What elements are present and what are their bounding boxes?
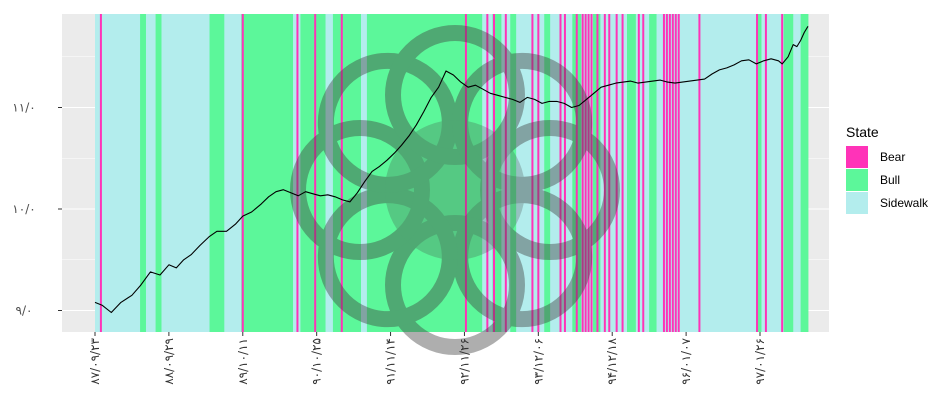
state-region-bull	[366, 14, 483, 332]
watermark-ring	[317, 187, 458, 328]
state-region-bear	[575, 14, 578, 332]
legend-label-bull: Bull	[880, 173, 900, 187]
x-tick-label: ۹۰/۱۰/۲۵	[310, 338, 324, 385]
state-region-bear	[781, 14, 784, 332]
x-tick-label: ۹۳/۱۲/۰۶	[531, 338, 545, 385]
state-region-bear	[764, 14, 767, 332]
watermark-ring	[452, 187, 593, 328]
state-region-bear	[340, 14, 343, 332]
state-region-sidewalk	[161, 14, 210, 332]
state-region-bear	[677, 14, 680, 332]
state-region-bull	[510, 14, 517, 332]
state-region-sidewalk	[761, 14, 785, 332]
state-region-sidewalk	[793, 14, 802, 332]
x-tick-label: ۸۷/۰۹/۲۳	[88, 337, 102, 384]
price-series-line	[94, 26, 809, 314]
state-region-bear	[642, 14, 645, 332]
x-tick-label: ۹۲/۱۱/۲۶	[457, 338, 471, 385]
state-region-bull	[627, 14, 637, 332]
state-region-sidewalk	[656, 14, 757, 332]
legend-title: State	[846, 124, 879, 140]
watermark-ring	[385, 25, 525, 165]
watermark-center	[385, 120, 525, 260]
state-region-bear	[621, 14, 624, 332]
state-region-sidewalk	[95, 14, 141, 332]
state-region-bear	[537, 14, 540, 332]
state-region-bear	[563, 14, 566, 332]
state-region-bear	[671, 14, 674, 332]
state-region-bear	[596, 14, 599, 332]
state-region-sidewalk	[325, 14, 334, 332]
x-tick-label: ۸۹/۱۰/۱۱	[236, 338, 250, 385]
state-region-sidewalk	[581, 14, 594, 332]
x-axis: ۸۷/۰۹/۲۳ ۸۸/۰۹/۲۹ ۸۹/۱۰/۱۱ ۹۰/۱۰/۲۵ ۹۱/۱۱/۱۴…	[88, 332, 767, 385]
legend-label-sidewalk: Sidewalk	[880, 196, 929, 210]
x-tick-label: ۹۴/۱۲/۱۸	[605, 337, 619, 384]
state-region-bear	[590, 14, 593, 332]
y-tick-label: ۱۱/۰	[12, 101, 35, 115]
watermark-ring	[317, 52, 458, 193]
bear-marks	[99, 14, 784, 332]
state-region-sidewalk	[224, 14, 242, 332]
state-region-bull	[800, 14, 809, 332]
legend-swatch-sidewalk	[846, 192, 868, 214]
x-tick-label: ۹۶/۰۱/۰۷	[679, 337, 693, 384]
state-region-bear	[668, 14, 671, 332]
watermark-ring	[452, 52, 593, 193]
watermark-logo	[290, 25, 620, 355]
watermark-ring	[290, 120, 430, 260]
state-region-bear	[559, 14, 562, 332]
state-region-bull	[140, 14, 147, 332]
state-region-bull	[756, 14, 762, 332]
state-region-bear	[756, 14, 759, 332]
state-region-bear	[665, 14, 668, 332]
state-region-bear	[99, 14, 102, 332]
watermark-ring	[385, 215, 525, 355]
state-region-bear	[637, 14, 640, 332]
state-region-bear	[608, 14, 611, 332]
state-region-bear	[674, 14, 677, 332]
y-tick-label: ۱۰/۰	[12, 202, 35, 216]
state-region-bull	[492, 14, 502, 332]
x-tick-label: ۹۷/۰۱/۲۶	[753, 338, 767, 385]
watermark-ring	[480, 120, 620, 260]
state-region-sidewalk	[145, 14, 156, 332]
legend-swatch-bear	[846, 146, 868, 168]
x-tick-label: ۹۱/۱۱/۱۴	[384, 338, 398, 385]
state-region-bear	[615, 14, 618, 332]
state-region-bear	[241, 14, 244, 332]
y-axis: ۹/۰ ۱۰/۰ ۱۱/۰	[12, 101, 62, 318]
legend: State Bear Bull Sidewalk	[846, 124, 929, 214]
state-region-bear	[698, 14, 701, 332]
state-region-bull	[649, 14, 657, 332]
state-region-bull	[155, 14, 162, 332]
state-region-sidewalk	[516, 14, 545, 332]
state-region-bear	[587, 14, 590, 332]
state-region-sidewalk	[361, 14, 368, 332]
state-region-bear	[314, 14, 317, 332]
state-region-bear	[493, 14, 495, 332]
state-region-bear	[662, 14, 665, 332]
y-tick-label: ۹/۰	[16, 304, 33, 318]
state-region-bear	[504, 14, 507, 332]
state-region-bear	[486, 14, 489, 332]
state-region-bull	[544, 14, 551, 332]
state-region-bull	[783, 14, 794, 332]
x-tick-label: ۸۸/۰۹/۲۹	[162, 338, 176, 385]
state-region-bear	[296, 14, 299, 332]
state-region-bull	[209, 14, 225, 332]
state-region-bear	[581, 14, 584, 332]
state-region-bull	[241, 14, 294, 332]
state-region-bear	[603, 14, 606, 332]
state-region-bull	[332, 14, 362, 332]
plot-panel	[62, 14, 829, 355]
state-region-bear	[464, 14, 467, 332]
state-region-bull	[300, 14, 326, 332]
state-region-bear	[584, 14, 587, 332]
legend-swatch-bull	[846, 169, 868, 191]
legend-label-bear: Bear	[880, 150, 905, 164]
state-region-bear	[531, 14, 534, 332]
